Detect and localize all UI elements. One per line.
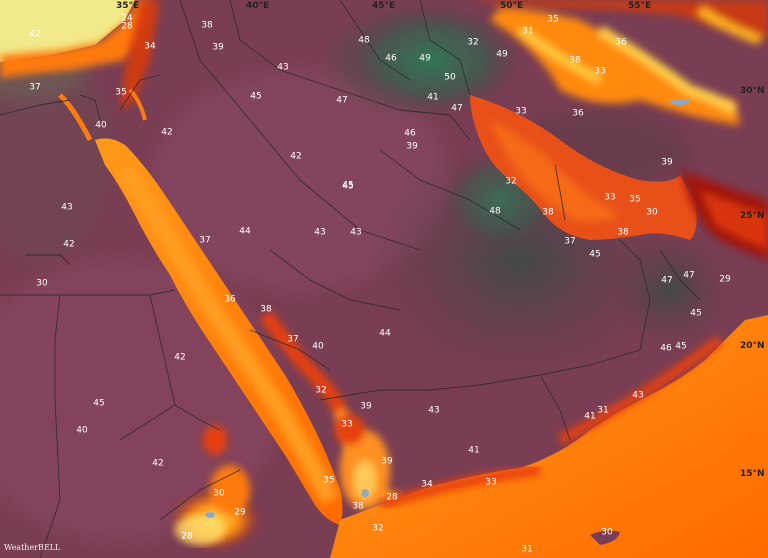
temperature-label: 28 [121,22,133,32]
temperature-label: 42 [152,459,163,469]
temperature-label: 29 [234,508,246,518]
temperature-label: 32 [315,386,326,396]
lon-label-40e: 40°E [246,1,269,11]
temperature-label: 39 [661,158,673,168]
temperature-label: 42 [174,353,185,363]
temperature-label: 36 [572,109,584,119]
temperature-label: 47 [336,96,347,106]
temperature-label: 42 [29,30,40,40]
temperature-label: 28 [181,532,193,542]
temperature-label: 37 [287,335,298,345]
country-borders [0,0,701,558]
temperature-label: 38 [569,56,581,66]
temperature-label: 48 [358,36,370,46]
temperature-label: 37 [29,83,40,93]
temperature-label: 46 [404,129,416,139]
temperature-label: 33 [604,193,615,203]
lon-label-55e: 55°E [628,1,651,11]
temperature-label: 38 [352,502,364,512]
temperature-label: 30 [601,528,613,538]
lat-label-20n: 20°N [740,341,765,351]
temperature-label: 35 [115,88,126,98]
temperature-label: 30 [646,208,658,218]
lon-label-45e: 45°E [372,1,395,11]
temperature-label: 47 [451,104,462,114]
lon-label-50e: 50°E [500,1,523,11]
temperature-label: 39 [381,457,393,467]
temperature-label: 43 [61,203,72,213]
temperature-label: 45 [675,342,686,352]
temperature-label: 37 [199,236,210,246]
temperature-label: 47 [661,276,672,286]
temperature-label: 40 [95,121,107,131]
lat-label-15n: 15°N [740,469,765,479]
weatherbell-logo: WeatherBELL [4,543,61,552]
temperature-label: 41 [584,412,595,422]
temperature-label: 42 [161,128,172,138]
temperature-label: 37 [564,237,575,247]
temperature-label: 39 [360,402,372,412]
temperature-label: 38 [260,305,272,315]
temperature-label: 43 [632,391,643,401]
temperature-label: 40 [312,342,324,352]
temperature-label: 41 [427,93,438,103]
temperature-label: 50 [444,73,456,83]
temperature-label: 32 [467,38,478,48]
temperature-label: 44 [379,329,391,339]
lon-label-35e: 35°E [116,1,139,11]
temperature-label: 32 [505,177,516,187]
temperature-label: 45 [250,92,261,102]
temperature-label: 42 [63,240,74,250]
temperature-label: 38 [201,21,213,31]
temperature-label: 35 [629,195,640,205]
temperature-label: 39 [406,142,418,152]
temperature-label: 49 [496,50,508,60]
temperature-label: 38 [617,228,629,238]
temperature-label: 36 [615,38,627,48]
temperature-label: 41 [468,446,479,456]
temperature-label: 40 [76,426,88,436]
temperature-label: 43 [277,63,288,73]
temperature-label: 33 [594,67,605,77]
temperature-label: 38 [542,208,554,218]
temperature-label: 46 [660,344,672,354]
temperature-label: 48 [489,207,501,217]
temperature-label: 43 [350,228,361,238]
temperature-label: 47 [683,271,694,281]
temperature-label: 29 [719,275,731,285]
temperature-label: 33 [341,420,352,430]
temperature-label: 43 [428,406,439,416]
temperature-label: 43 [314,228,325,238]
temperature-label: 34 [421,480,433,490]
temperature-label: 44 [239,227,251,237]
temperature-label: 45 [342,181,353,191]
temperature-label: 30 [36,279,48,289]
lat-label-25n: 25°N [740,211,765,221]
temperature-label: 42 [290,152,301,162]
temperature-label: 46 [385,54,397,64]
lat-label-30n: 30°N [740,86,765,96]
temperature-label: 31 [597,406,608,416]
temperature-label: 28 [386,493,398,503]
temperature-label: 35 [323,476,334,486]
temperature-label: 33 [485,478,496,488]
temperature-label: 35 [547,15,558,25]
temperature-label: 31 [521,545,532,555]
temperature-label: 39 [212,43,224,53]
temperature-label: 24 [121,14,133,24]
temperature-label: 31 [522,27,533,37]
temperature-label: 45 [690,309,701,319]
temperature-label: 49 [419,54,431,64]
temperature-label: 30 [213,489,225,499]
temperature-label: 36 [224,295,236,305]
temperature-label: 34 [144,42,156,52]
temperature-label: 33 [515,107,526,117]
temperature-label: 45 [93,399,104,409]
temperature-label: 45 [589,250,600,260]
temperature-label: 32 [372,524,383,534]
temperature-label: 45 [342,182,353,192]
